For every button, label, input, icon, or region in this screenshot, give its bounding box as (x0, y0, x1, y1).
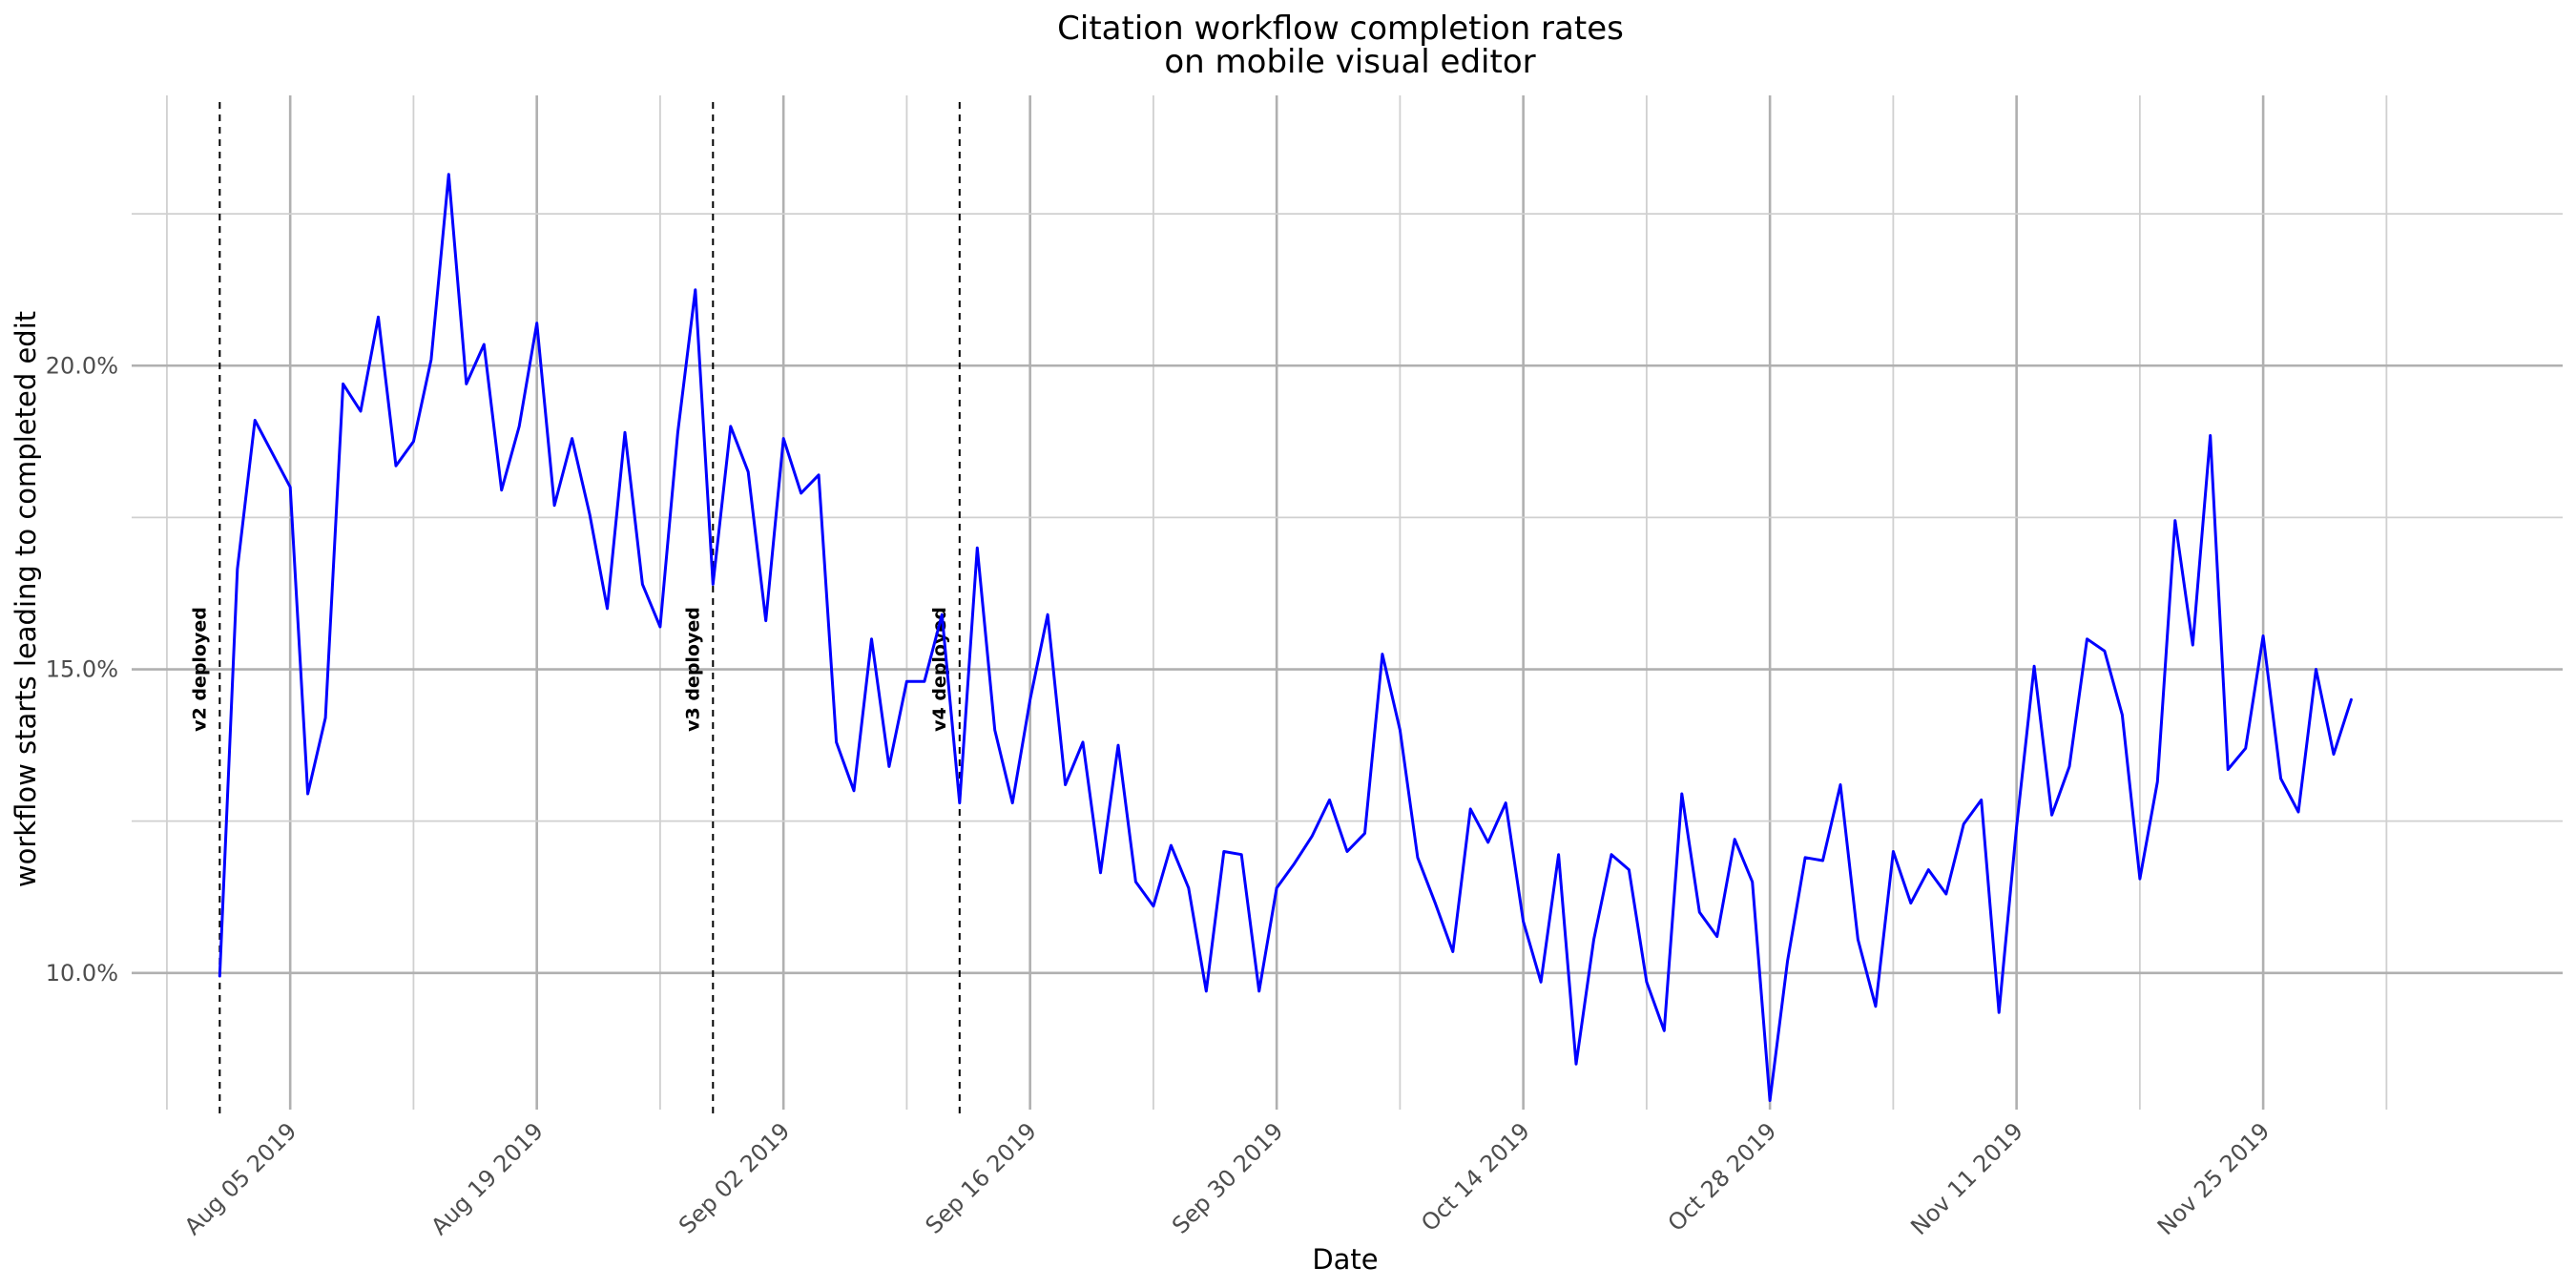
tick-labels: 10.0% 15.0% 20.0% Aug 05 2019 Aug 19 2019 Sep… (46, 352, 2275, 1240)
y-tick-label: 20.0% (46, 352, 118, 379)
y-axis-title: workflow starts leading to completed edi… (10, 311, 42, 887)
x-tick-label: Nov 25 2019 (2152, 1117, 2275, 1239)
x-tick-label: Oct 14 2019 (1416, 1117, 1535, 1236)
x-tick-label: Aug 05 2019 (179, 1117, 302, 1240)
x-tick-label: Sep 30 2019 (1167, 1117, 1288, 1238)
x-tick-label: Oct 28 2019 (1663, 1117, 1782, 1236)
y-tick-label: 15.0% (46, 656, 118, 683)
x-axis-title: Date (1312, 1243, 1378, 1276)
series-line (218, 173, 2353, 1102)
x-tick-label: Sep 02 2019 (674, 1117, 795, 1238)
chart-title-line1: Citation workflow completion rates (1057, 10, 1624, 48)
deployment-annotations: v2 deployed v3 deployed v4 deployed (189, 102, 961, 1115)
deployment-label: v2 deployed (189, 607, 210, 732)
chart-title-line2: on mobile visual editor (1164, 43, 1535, 81)
y-tick-label: 10.0% (46, 960, 118, 987)
x-tick-label: Aug 19 2019 (426, 1117, 549, 1240)
x-tick-label: Nov 11 2019 (1905, 1117, 2027, 1239)
x-tick-label: Sep 16 2019 (921, 1117, 1042, 1238)
series-layer (218, 173, 2353, 1102)
grid (132, 95, 2563, 1110)
deployment-label: v3 deployed (682, 607, 703, 732)
